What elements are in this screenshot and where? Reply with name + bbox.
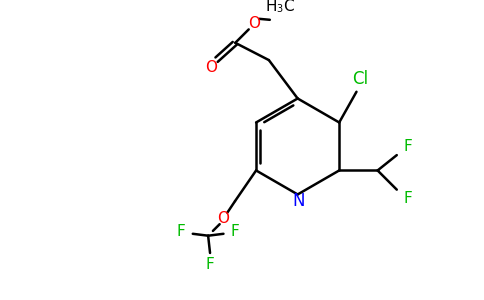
Text: F: F <box>404 191 413 206</box>
Text: H: H <box>266 0 277 14</box>
Text: N: N <box>292 192 305 210</box>
Text: O: O <box>205 60 217 75</box>
Text: F: F <box>404 139 413 154</box>
Text: C: C <box>283 0 293 14</box>
Text: F: F <box>177 224 186 239</box>
Text: Cl: Cl <box>352 70 368 88</box>
Text: F: F <box>230 224 240 239</box>
Text: O: O <box>217 211 229 226</box>
Text: O: O <box>248 16 260 31</box>
Text: 3: 3 <box>276 4 283 14</box>
Text: F: F <box>206 257 214 272</box>
